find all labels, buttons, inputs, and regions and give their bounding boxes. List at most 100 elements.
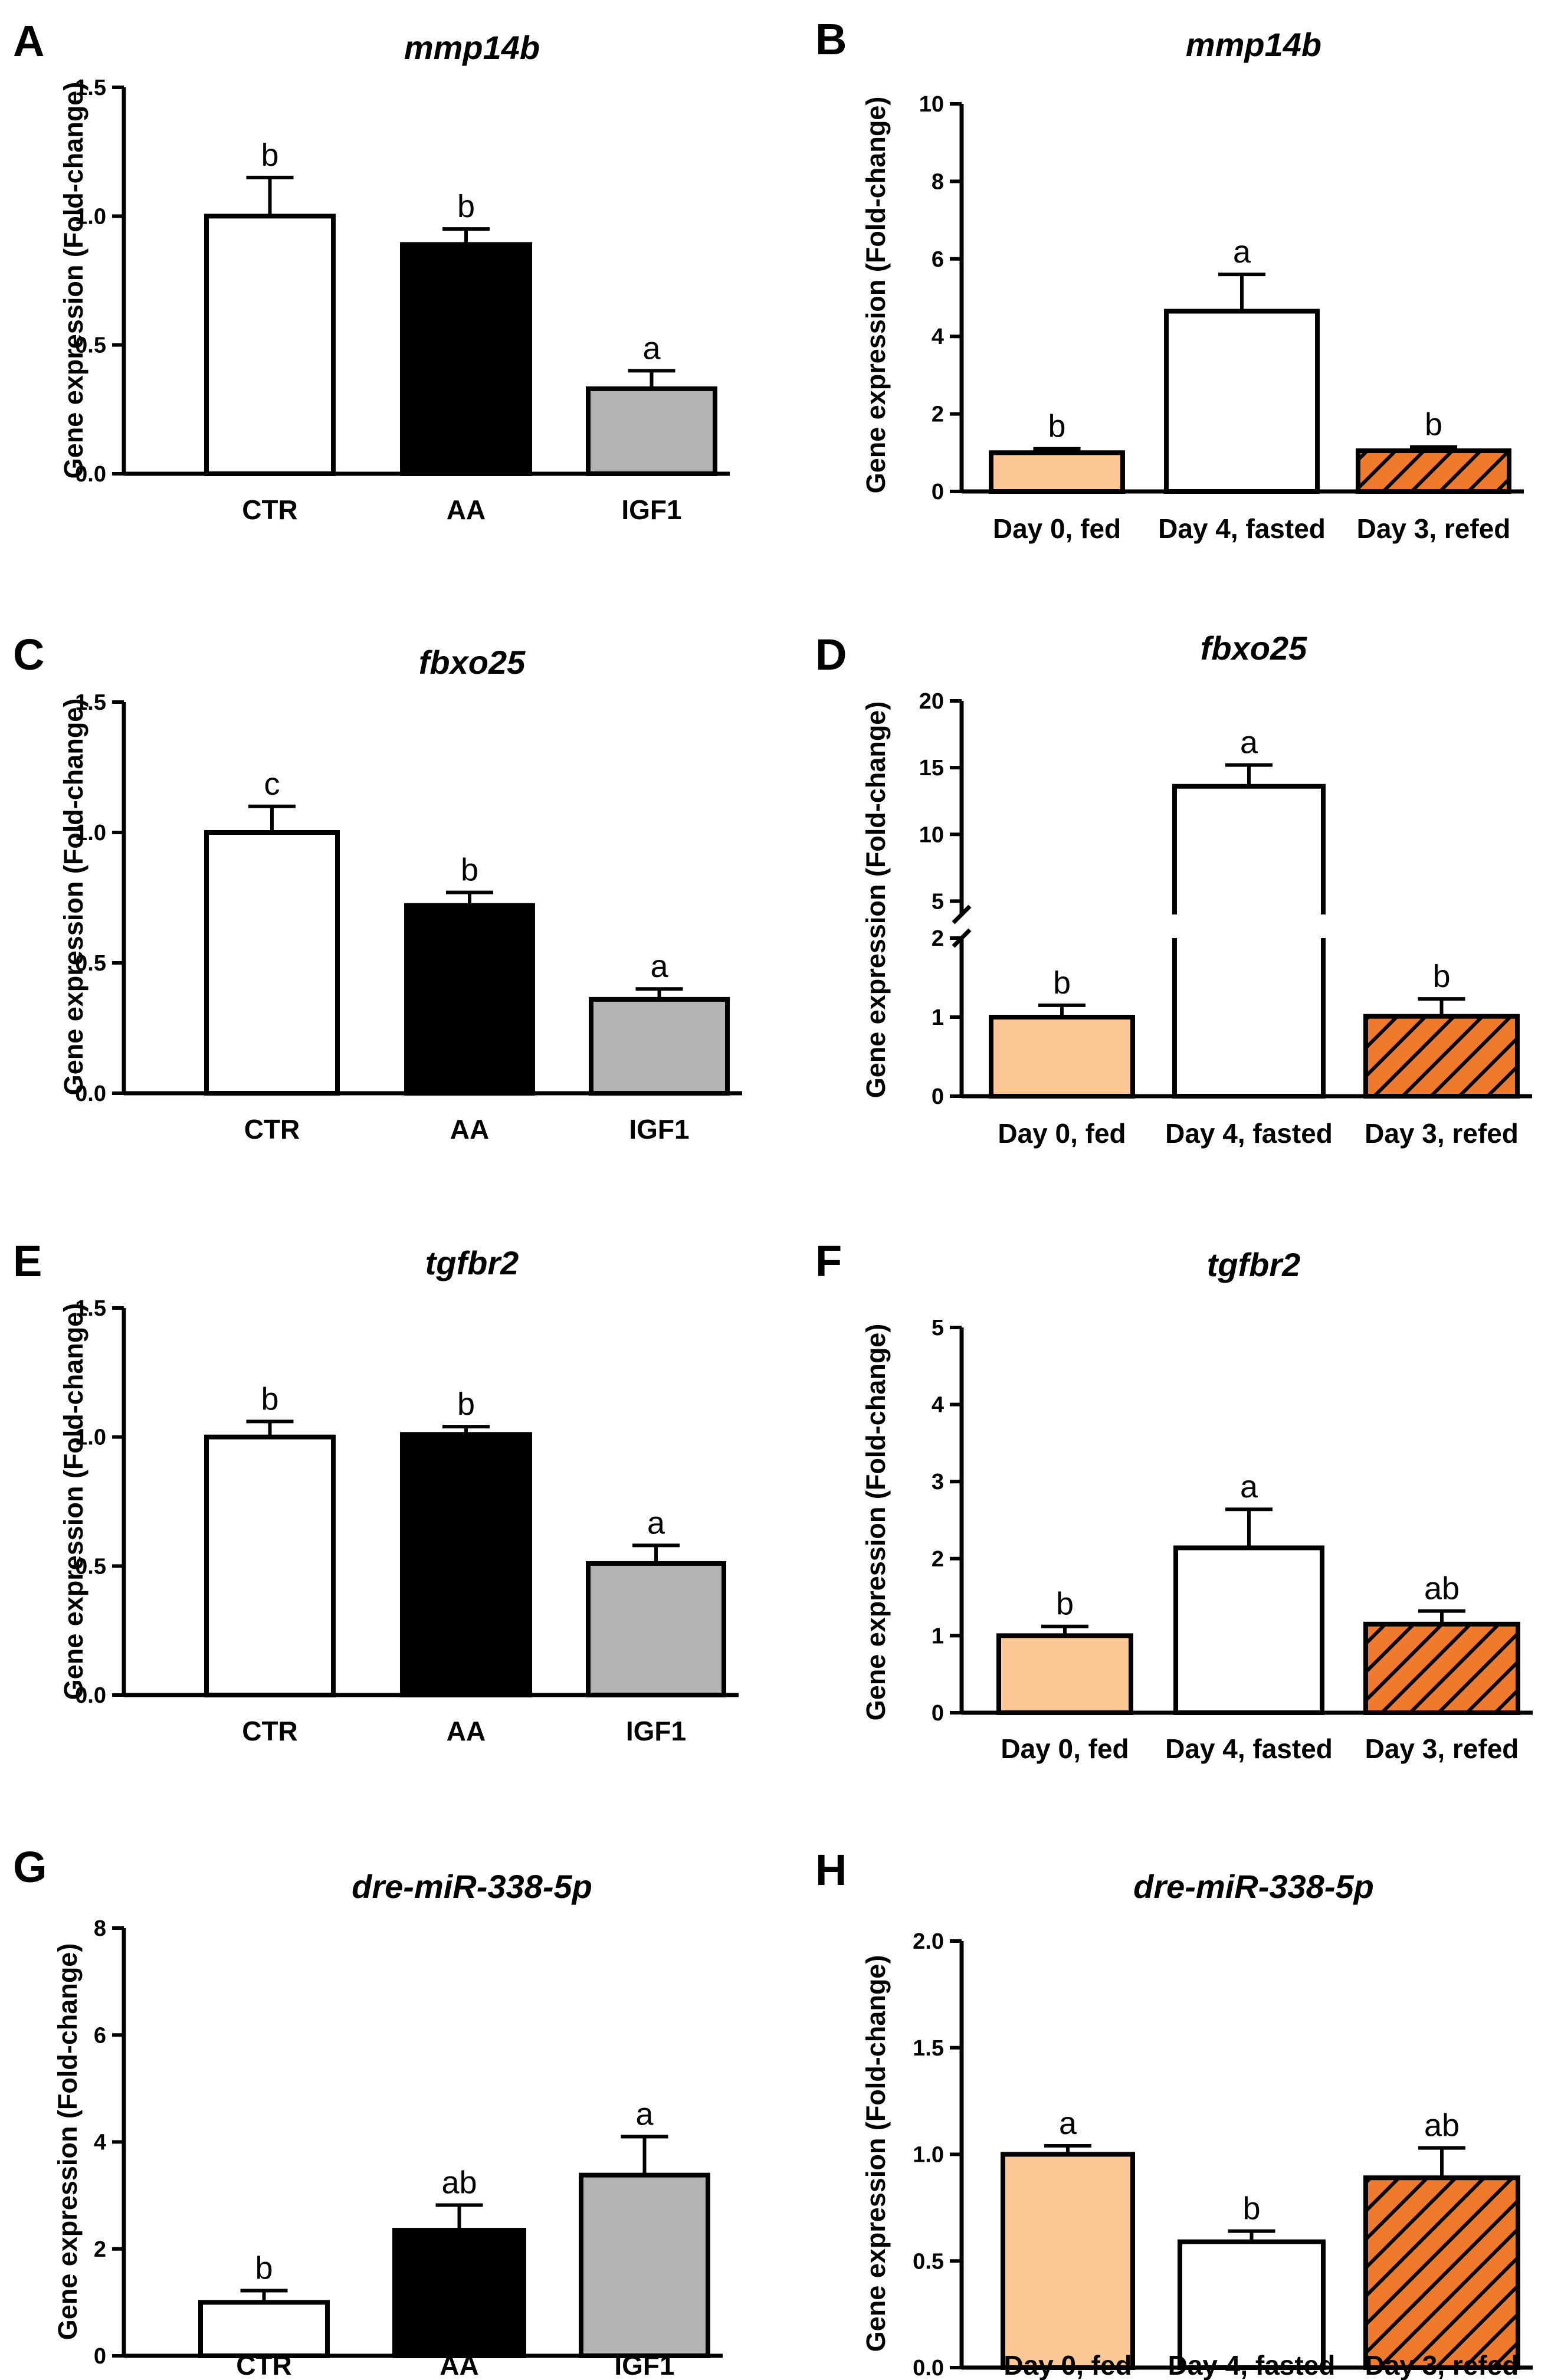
significance-label: b xyxy=(1056,1586,1074,1622)
y-tick-label: 5 xyxy=(932,1316,944,1340)
bar xyxy=(204,214,336,476)
y-tick-label: 5 xyxy=(932,889,944,914)
y-tick-label: 8 xyxy=(94,1916,106,1941)
x-tick-label: IGF1 xyxy=(614,2350,674,2380)
y-tick-label: 1 xyxy=(932,1005,944,1030)
y-tick-label: 1.5 xyxy=(75,1296,106,1321)
significance-label: c xyxy=(264,766,280,802)
bar xyxy=(1173,1545,1324,1716)
panel-letter: F xyxy=(815,1237,842,1286)
chart-title: fbxo25 xyxy=(1201,630,1307,667)
y-tick-label: 0 xyxy=(932,1084,944,1109)
panel-letter: D xyxy=(815,630,847,679)
y-tick-label: 6 xyxy=(932,247,944,272)
x-tick-label: Day 4, fasted xyxy=(1165,1118,1333,1149)
bar xyxy=(1363,1014,1520,1099)
chart-title: fbxo25 xyxy=(419,644,526,681)
chart-title: dre-miR-338-5p xyxy=(1133,1868,1374,1905)
chart-title: mmp14b xyxy=(1186,26,1321,63)
bar xyxy=(1363,1621,1520,1716)
y-axis-label: Gene expression (Fold-change) xyxy=(58,1303,88,1700)
significance-label: ab xyxy=(1424,2108,1460,2143)
y-tick-label: 1.0 xyxy=(75,204,106,229)
bar xyxy=(400,1432,532,1697)
y-tick-label: 10 xyxy=(919,822,944,847)
significance-label: b xyxy=(457,1386,475,1422)
x-tick-label: Day 3, refed xyxy=(1365,1118,1519,1149)
axis-break-mark xyxy=(952,904,972,925)
panel-letter: A xyxy=(13,17,44,65)
y-tick-label: 10 xyxy=(919,92,944,117)
panel-letter: B xyxy=(815,15,847,64)
y-tick-label: 2 xyxy=(932,926,944,951)
x-tick-label: Day 3, refed xyxy=(1357,513,1511,544)
chart-title: tgfbr2 xyxy=(425,1244,519,1281)
y-tick-label: 2 xyxy=(932,1547,944,1572)
y-tick-label: 1.0 xyxy=(75,1425,106,1450)
significance-label: a xyxy=(650,949,668,984)
y-axis-label: Gene expression (Fold-change) xyxy=(861,1324,891,1721)
significance-label: a xyxy=(647,1505,665,1540)
y-tick-label: 4 xyxy=(932,324,944,349)
bar xyxy=(1172,938,1326,1099)
significance-label: b xyxy=(261,1381,278,1417)
bar xyxy=(400,242,532,476)
y-tick-label: 0.5 xyxy=(75,1554,106,1579)
x-tick-label: CTR xyxy=(244,1114,300,1145)
significance-label: a xyxy=(635,2096,654,2132)
y-tick-label: 0.0 xyxy=(75,462,106,487)
panel-letter: G xyxy=(13,1843,47,1891)
x-tick-label: IGF1 xyxy=(621,494,681,525)
x-tick-label: AA xyxy=(447,1716,486,1746)
bar xyxy=(1172,784,1326,914)
y-tick-label: 1.5 xyxy=(913,2036,944,2061)
y-axis-label: Gene expression (Fold-change) xyxy=(861,1955,891,2352)
panel-letter: C xyxy=(13,630,44,679)
y-axis-label: Gene expression (Fold-change) xyxy=(58,699,88,1096)
x-tick-label: Day 4, fasted xyxy=(1165,1733,1333,1764)
x-tick-label: AA xyxy=(450,1114,489,1145)
bar xyxy=(204,1434,336,1698)
panel-letter: E xyxy=(13,1237,42,1286)
significance-label: a xyxy=(1233,234,1251,270)
bar xyxy=(579,2172,710,2358)
y-tick-label: 0.5 xyxy=(913,2249,944,2274)
y-tick-label: 1.5 xyxy=(75,690,106,715)
x-tick-label: Day 4, fasted xyxy=(1158,513,1326,544)
chart-title: mmp14b xyxy=(404,29,540,66)
bar xyxy=(586,386,717,477)
y-tick-label: 0 xyxy=(94,2344,106,2369)
significance-label: ab xyxy=(441,2165,477,2200)
significance-label: b xyxy=(461,853,478,888)
x-tick-label: IGF1 xyxy=(629,1114,689,1145)
y-tick-label: 0.0 xyxy=(75,1683,106,1708)
y-tick-label: 0.0 xyxy=(75,1081,106,1106)
x-tick-label: CTR xyxy=(242,494,298,525)
significance-label: b xyxy=(1053,965,1071,1001)
x-tick-label: AA xyxy=(447,494,486,525)
y-axis-label: Gene expression (Fold-change) xyxy=(861,701,891,1099)
significance-label: a xyxy=(642,330,661,366)
significance-label: b xyxy=(457,189,475,224)
x-tick-label: IGF1 xyxy=(626,1716,686,1746)
significance-label: b xyxy=(1425,406,1442,442)
x-tick-label: Day 0, fed xyxy=(993,513,1121,544)
y-tick-label: 4 xyxy=(94,2130,106,2155)
bar xyxy=(589,996,730,1096)
x-tick-label: Day 0, fed xyxy=(1004,2350,1132,2380)
y-tick-label: 1.0 xyxy=(913,2143,944,2168)
y-tick-label: 0.0 xyxy=(913,2356,944,2380)
y-tick-label: 3 xyxy=(932,1470,944,1494)
y-tick-label: 0 xyxy=(932,1701,944,1726)
y-tick-label: 0.5 xyxy=(75,333,106,358)
y-tick-label: 8 xyxy=(932,169,944,194)
x-tick-label: AA xyxy=(440,2350,478,2380)
chart-title: dre-miR-338-5p xyxy=(352,1868,592,1905)
y-tick-label: 20 xyxy=(919,689,944,714)
